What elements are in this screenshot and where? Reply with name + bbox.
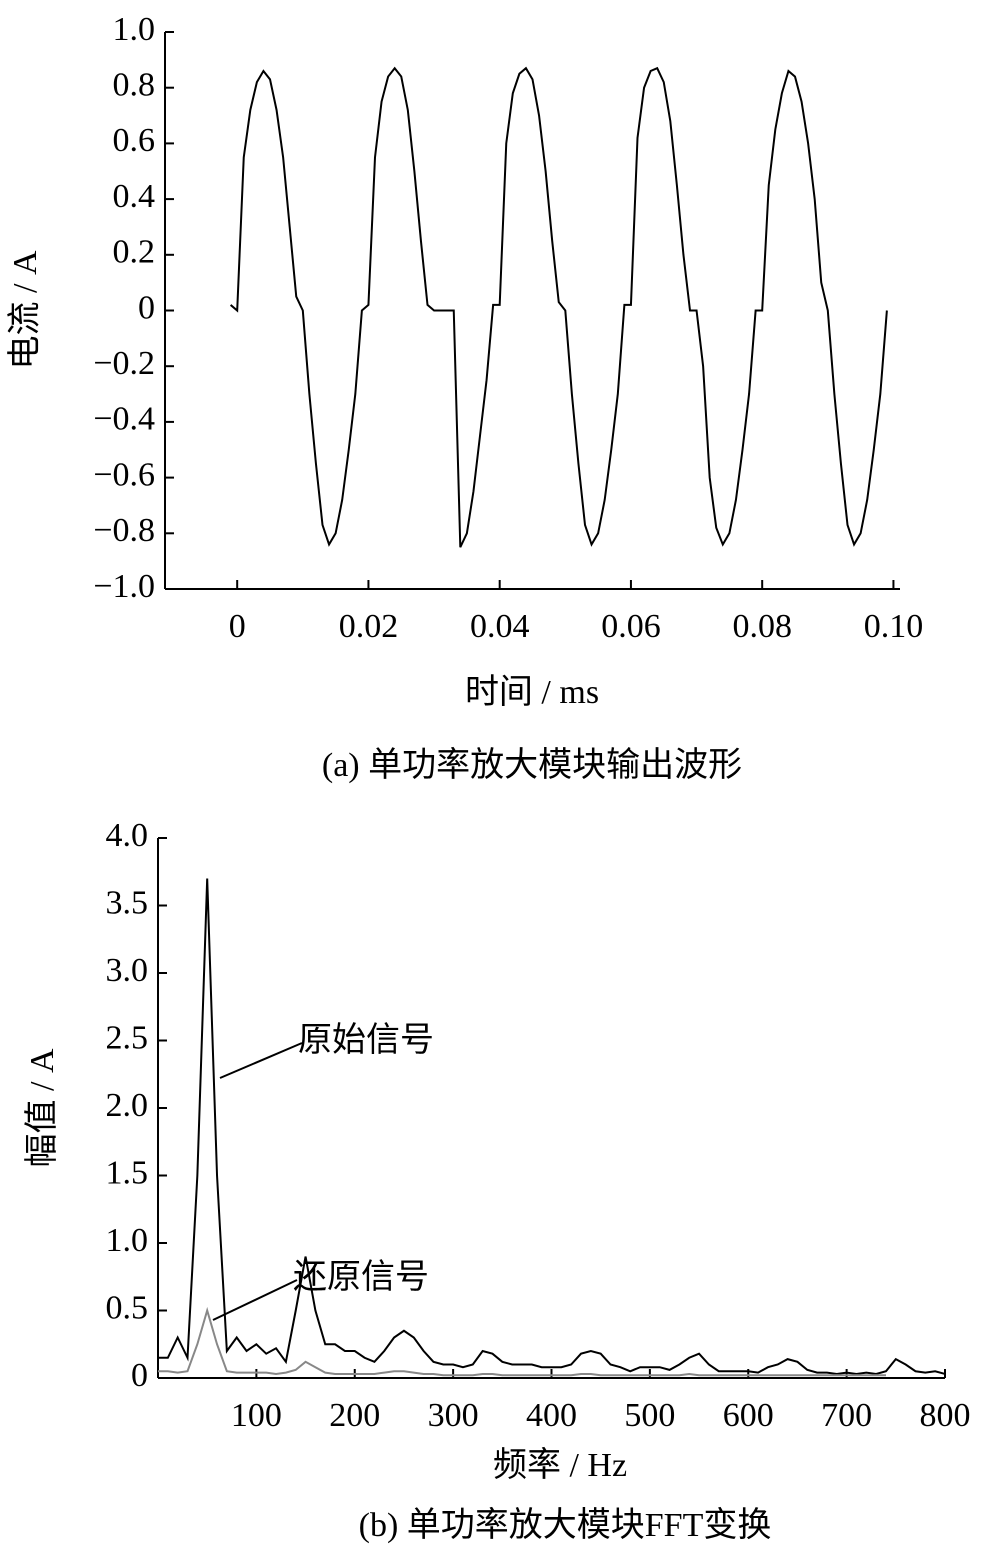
y-tick-label: −0.6 — [93, 456, 155, 493]
caption: (b) 单功率放大模块FFT变换 — [359, 1506, 772, 1544]
y-tick-label: 0 — [131, 1357, 148, 1394]
y-tick-label: −1.0 — [93, 568, 155, 605]
caption: (a) 单功率放大模块输出波形 — [322, 746, 742, 784]
y-tick-label: 2.5 — [106, 1019, 149, 1056]
series-line — [158, 1306, 886, 1377]
y-tick-label: 0.8 — [113, 66, 156, 103]
x-tick-label: 0.02 — [339, 608, 399, 645]
y-tick-label: 3.5 — [106, 884, 149, 921]
series-line — [158, 878, 946, 1375]
x-tick-label: 600 — [723, 1397, 774, 1434]
y-tick-label: −0.4 — [93, 401, 155, 438]
y-tick-label: 1.5 — [106, 1154, 149, 1191]
y-tick-label: 0.5 — [106, 1289, 149, 1326]
x-tick-label: 500 — [624, 1397, 675, 1434]
y-axis-label: 电流 / A — [6, 250, 44, 369]
y-tick-label: 2.0 — [106, 1087, 149, 1124]
x-axis-label: 时间 / ms — [465, 674, 599, 711]
y-tick-label: −0.2 — [93, 345, 155, 382]
x-tick-label: 800 — [920, 1397, 971, 1434]
x-tick-label: 100 — [231, 1397, 282, 1434]
y-tick-label: 0.2 — [113, 234, 156, 271]
x-tick-label: 0.06 — [601, 608, 661, 645]
y-tick-label: 1.0 — [106, 1222, 149, 1259]
x-tick-label: 300 — [428, 1397, 479, 1434]
x-axis-label: 频率 / Hz — [493, 1446, 627, 1484]
x-tick-label: 0.08 — [732, 608, 792, 645]
y-tick-label: 1.0 — [113, 11, 156, 48]
x-tick-label: 200 — [329, 1397, 380, 1434]
x-tick-label: 0 — [229, 608, 246, 645]
x-tick-label: 0.04 — [470, 608, 530, 645]
y-tick-label: 3.0 — [106, 952, 149, 989]
series-line — [229, 66, 888, 548]
x-tick-label: 700 — [821, 1397, 872, 1434]
annotation-leader — [219, 1042, 303, 1079]
annotation-leader — [212, 1279, 298, 1321]
series-annotation: 原始信号 — [298, 1021, 434, 1059]
x-tick-label: 0.10 — [864, 608, 924, 645]
y-tick-label: −0.8 — [93, 512, 155, 549]
x-tick-label: 400 — [526, 1397, 577, 1434]
y-tick-label: 0 — [138, 289, 155, 326]
y-tick-label: 0.6 — [113, 122, 156, 159]
y-tick-label: 0.4 — [113, 178, 156, 215]
y-axis-label: 幅值 / A — [23, 1048, 61, 1167]
y-tick-label: 4.0 — [106, 817, 149, 854]
series-annotation: 还原信号 — [293, 1258, 429, 1296]
